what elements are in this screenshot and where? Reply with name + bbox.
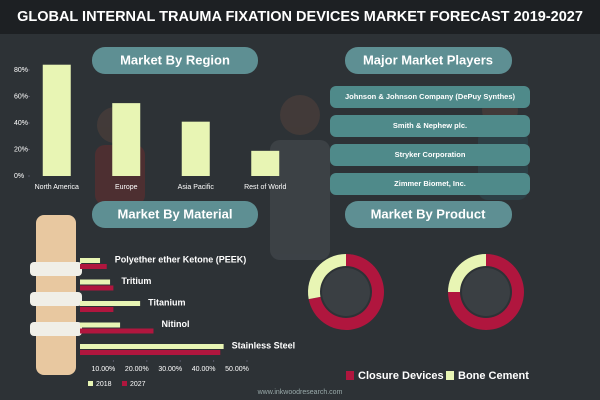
header-pill: [92, 47, 258, 74]
bar: [251, 150, 280, 176]
section-title: Market By Material: [118, 206, 233, 221]
player-name: Smith & Nephew plc.: [393, 121, 467, 130]
bar: [80, 279, 111, 285]
y-tick-label: 80%: [14, 67, 28, 74]
bar: [80, 307, 114, 312]
footer: www.inkwoodresearch.com: [257, 389, 343, 396]
donut-segment: [448, 254, 486, 292]
category-label: Nitinol: [161, 319, 189, 329]
bar: [80, 301, 141, 306]
section-title: Major Market Players: [363, 52, 493, 67]
player-name: Zimmer Biomet, Inc.: [394, 179, 466, 188]
product-image: [462, 268, 510, 316]
donut-segment: [448, 254, 524, 330]
player-box: [330, 144, 530, 166]
bar: [80, 328, 154, 334]
header-pill: [92, 201, 258, 228]
player-box: [330, 86, 530, 108]
y-tick-label: 0%: [14, 173, 24, 180]
player-name: Stryker Corporation: [395, 150, 466, 159]
legend-swatch: [88, 381, 93, 386]
legend-label: Bone Cement: [458, 370, 529, 382]
y-tick-label: 20%: [14, 146, 28, 153]
x-tick-label: 20.00%: [125, 366, 149, 373]
x-tick-label: Europe: [115, 184, 138, 191]
bar: [112, 103, 141, 176]
bar: [42, 64, 71, 176]
product-image: [322, 268, 370, 316]
legend-swatch: [346, 371, 354, 380]
x-tick-label: 30.00%: [158, 366, 182, 373]
legend-swatch: [446, 371, 454, 380]
bar: [80, 285, 114, 291]
x-tick-label: 50.00%: [225, 366, 249, 373]
bar: [181, 121, 210, 176]
legend-swatch: [122, 381, 127, 386]
category-label: Polyether ether Ketone (PEEK): [115, 254, 247, 264]
category-label: Tritium: [121, 276, 151, 286]
bar: [80, 344, 224, 349]
player-name: Johnson & Johnson Company (DePuy Synthes…: [345, 92, 516, 101]
player-box: [330, 173, 530, 195]
x-tick-label: North America: [35, 184, 79, 191]
page-title: GLOBAL INTERNAL TRAUMA FIXATION DEVICES …: [17, 9, 583, 25]
x-tick-label: Rest of World: [244, 184, 286, 191]
bar: [80, 322, 121, 328]
x-tick-label: 40.00%: [192, 366, 216, 373]
section-title: Market By Region: [120, 52, 230, 67]
category-label: Titanium: [148, 297, 185, 307]
hand-illustration: [30, 215, 82, 375]
donut-segment: [308, 254, 346, 300]
legend-label: Closure Devices: [358, 370, 444, 382]
bar: [80, 264, 107, 269]
header-pill: [345, 47, 512, 74]
bar: [80, 350, 221, 355]
y-tick-label: 60%: [14, 93, 28, 100]
title-bar: [0, 0, 600, 34]
section-title: Market By Product: [371, 206, 487, 221]
donut-segment: [308, 254, 385, 330]
header-pill: [345, 201, 512, 228]
bar: [80, 258, 101, 263]
player-box: [330, 115, 530, 137]
legend-label: 2018: [96, 381, 112, 388]
x-tick-label: 10.00%: [92, 366, 116, 373]
legend-label: 2027: [130, 381, 146, 388]
y-tick-label: 40%: [14, 120, 28, 127]
category-label: Stainless Steel: [232, 340, 296, 350]
x-tick-label: Asia Pacific: [178, 184, 215, 191]
